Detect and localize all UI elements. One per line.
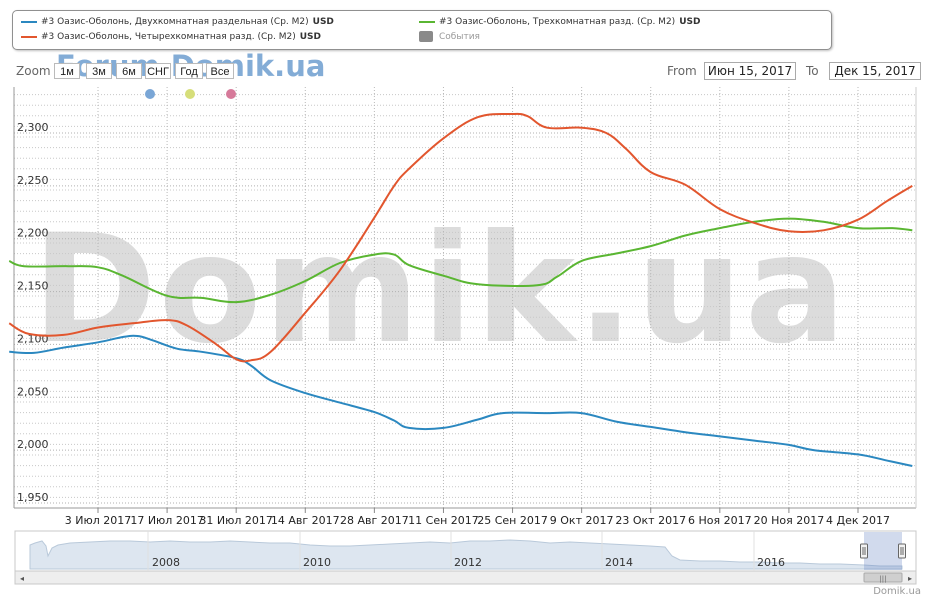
navigator-scrollbar[interactable]: [14, 570, 917, 585]
navigator-year-label: 2008: [152, 556, 180, 569]
scrollbar-thumb[interactable]: [863, 572, 903, 583]
x-tick-label: 31 Июл 2017: [199, 514, 273, 527]
series-line-four-room[interactable]: [8, 112, 913, 363]
credit-link[interactable]: Domik.ua: [873, 586, 921, 597]
navigator-handle[interactable]: [860, 543, 868, 559]
to-label: To: [806, 64, 819, 78]
x-tick-label: 11 Сен 2017: [408, 514, 479, 527]
legend: #3 Оазис-Оболонь, Двухкомнатная раздельн…: [12, 10, 832, 50]
to-date-input[interactable]: Дек 15, 2017: [829, 62, 921, 80]
x-tick-label: 4 Дек 2017: [826, 514, 890, 527]
navigator-series-area: [29, 539, 903, 570]
y-tick-label: 2,150: [17, 280, 49, 293]
navigator[interactable]: ◂ ▸ ||| 2008 2010 2012 2014 2016: [14, 530, 917, 585]
navigator-selected-range[interactable]: [864, 532, 902, 570]
y-tick-label: 1,950: [17, 491, 49, 504]
legend-label-four-room: #3 Оазис-Оболонь, Четырехкомнатная разд.…: [41, 32, 296, 42]
zoom-3m-button[interactable]: 3м: [86, 63, 112, 79]
zoom-1m-button[interactable]: 1м: [54, 63, 80, 79]
zoom-year-button[interactable]: Год: [175, 63, 203, 79]
navigator-year-label: 2016: [757, 556, 785, 569]
series-lines: [8, 112, 913, 467]
legend-label-events: События: [439, 31, 480, 42]
x-tick-label: 23 Окт 2017: [615, 514, 686, 527]
y-tick-label: 2,000: [17, 438, 49, 451]
grid: [13, 87, 917, 509]
legend-item-four-room[interactable]: #3 Оазис-Оболонь, Четырехкомнатная разд.…: [21, 32, 321, 42]
navigator-year-label: 2012: [454, 556, 482, 569]
legend-marker-three-room: [419, 21, 435, 23]
series-line-three-room[interactable]: [8, 217, 913, 304]
legend-marker-events: [419, 31, 433, 42]
zoom-all-button[interactable]: Все: [206, 63, 234, 79]
legend-item-two-room[interactable]: #3 Оазис-Оболонь, Двухкомнатная раздельн…: [21, 17, 334, 27]
y-tick-label: 2,050: [17, 385, 49, 398]
legend-item-three-room[interactable]: #3 Оазис-Оболонь, Трехкомнатная разд. (С…: [419, 17, 700, 27]
navigator-year-label: 2010: [303, 556, 331, 569]
x-tick-label: 28 Авг 2017: [340, 514, 409, 527]
zoom-ytd-button[interactable]: СНГ: [145, 63, 171, 79]
from-label: From: [667, 64, 697, 78]
x-tick-label: 6 Ноя 2017: [688, 514, 752, 527]
event-dot[interactable]: [145, 89, 155, 99]
event-dot[interactable]: [185, 89, 195, 99]
navigator-handle[interactable]: [898, 543, 906, 559]
x-tick-label: 9 Окт 2017: [550, 514, 614, 527]
legend-unit-three-room: USD: [679, 17, 701, 27]
x-tick-label: 25 Сен 2017: [477, 514, 548, 527]
legend-unit-four-room: USD: [299, 32, 322, 42]
from-date-input[interactable]: Июн 15, 2017: [704, 62, 796, 80]
x-tick-label: 20 Ноя 2017: [754, 514, 825, 527]
legend-marker-four-room: [21, 36, 37, 38]
x-tick-label: 17 Июл 2017: [130, 514, 204, 527]
legend-label-two-room: #3 Оазис-Оболонь, Двухкомнатная раздельн…: [41, 17, 309, 27]
x-tick-label: 14 Авг 2017: [271, 514, 340, 527]
scroll-right-arrow-icon[interactable]: ▸: [908, 574, 912, 583]
legend-unit-two-room: USD: [312, 17, 334, 27]
event-dot[interactable]: [226, 89, 236, 99]
legend-label-three-room: #3 Оазис-Оболонь, Трехкомнатная разд. (С…: [439, 17, 676, 27]
y-tick-label: 2,200: [17, 227, 49, 240]
y-tick-label: 2,250: [17, 174, 49, 187]
legend-marker-two-room: [21, 21, 37, 23]
y-tick-label: 2,300: [17, 121, 49, 134]
x-tick-label: 3 Июл 2017: [65, 514, 132, 527]
legend-item-events[interactable]: События: [419, 31, 480, 42]
zoom-6m-button[interactable]: 6м: [116, 63, 142, 79]
watermark: Domik.ua: [32, 203, 849, 377]
scroll-left-arrow-icon[interactable]: ◂: [20, 574, 24, 583]
series-line-two-room[interactable]: [9, 334, 913, 467]
scrollbar-grip-icon: |||: [879, 575, 886, 583]
navigator-year-label: 2014: [605, 556, 633, 569]
zoom-label: Zoom: [16, 64, 51, 78]
